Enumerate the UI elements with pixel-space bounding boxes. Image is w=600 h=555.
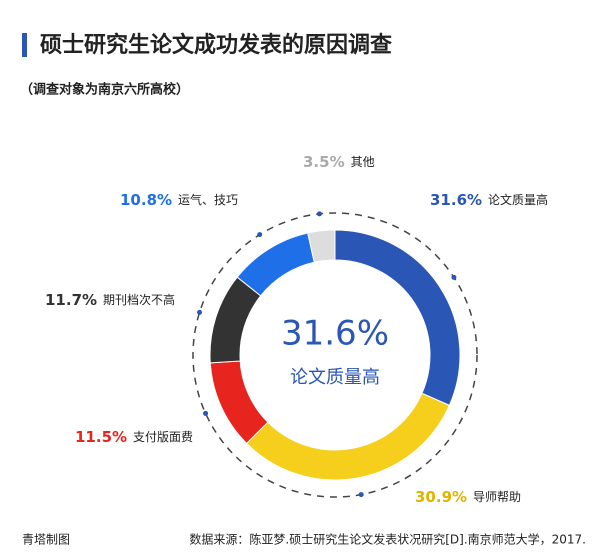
ring-dot [197,309,203,315]
value-label: 11.7% [45,291,97,309]
ring-dot [451,274,457,280]
category-label: 支付版面费 [133,430,193,444]
category-label: 运气、技巧 [178,192,238,207]
dashed-ring [192,212,478,498]
ring-dot [358,492,364,498]
title-bar [22,33,27,57]
subtitle: （调查对象为南京六所高校） [20,82,189,98]
data-label: 10.8% 运气、技巧 [120,191,238,209]
value-label: 10.8% [120,191,172,209]
data-label: 30.9% 导师帮助 [415,488,521,506]
category-label: 导师帮助 [473,490,521,504]
ring-dot [257,232,263,238]
source: 数据来源：陈亚梦.硕士研究生论文发表状况研究[D].南京师范大学，2017. [189,532,586,547]
ring-dot [316,211,322,217]
category-label: 其他 [351,155,375,169]
data-label: 31.6% 论文质量高 [430,191,548,209]
donut-segment [245,392,451,481]
value-label: 30.9% [415,488,467,506]
center-category: 论文质量高 [290,367,380,388]
data-label: 11.5% 支付版面费 [75,428,193,446]
ring-dot [203,410,209,416]
category-label: 期刊档次不高 [103,292,175,307]
donut-segment [209,360,269,445]
credit: 青塔制图 [22,533,70,547]
chart-title: 硕士研究生论文成功发表的原因调查 [40,32,392,58]
data-label: 3.5% 其他 [303,153,375,171]
center-value: 31.6% [281,314,389,354]
donut-segment [307,229,336,263]
data-label: 11.7% 期刊档次不高 [45,291,175,309]
category-label: 论文质量高 [488,192,548,207]
value-label: 3.5% [303,153,345,171]
value-label: 11.5% [75,428,127,446]
value-label: 31.6% [430,191,482,209]
